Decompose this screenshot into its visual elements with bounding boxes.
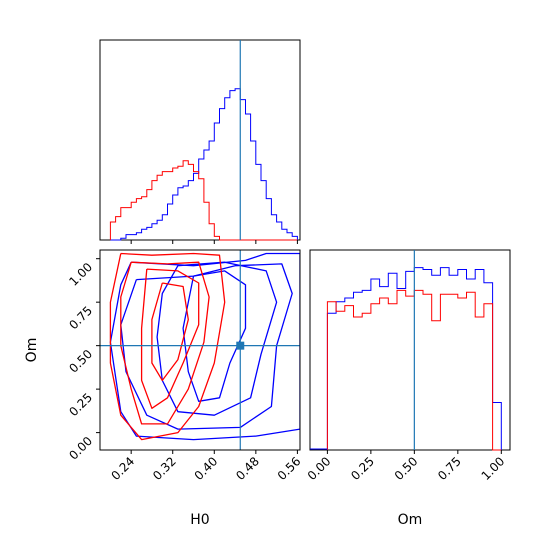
om-marginal-panel: 0.00 0.25 0.50 0.75 1.00 Om (305, 249, 511, 528)
contour-level-8 (151, 282, 189, 382)
h0-tick-label: 0.24 (108, 454, 137, 483)
om-marginal-frame (309, 249, 511, 451)
h0-tick-label: 0.32 (150, 454, 179, 483)
om-tick-label: 0.75 (66, 303, 95, 332)
h0-marginal-ticks (130, 240, 298, 244)
contour-lines (109, 252, 300, 441)
om-tick-group: 0.00 0.25 0.50 0.75 1.00 (66, 258, 100, 463)
om-tick-label: 0.00 (66, 434, 95, 463)
h0-om-contour-panel: 0.24 0.32 0.40 0.48 0.56 0.00 0.25 0.50 0.75 1.0… (24, 249, 304, 528)
om-marginal-tick-label: 0.50 (392, 454, 421, 483)
om-marginal-series (310, 267, 502, 451)
contour-level-1 (109, 252, 300, 441)
h0-tick-label: 0.48 (233, 454, 262, 483)
om-hist-series-2 (326, 289, 502, 451)
om-marginal-ticks: 0.00 0.25 0.50 0.75 1.00 (305, 450, 508, 483)
h0-marginal-series (109, 88, 298, 241)
om-marginal-tick-label: 0.00 (305, 454, 334, 483)
h0-tick-label: 0.56 (275, 454, 304, 483)
om-tick-label: 0.25 (66, 390, 95, 419)
om-marginal-tick-label: 1.00 (479, 454, 508, 483)
contour-level-5 (109, 252, 226, 441)
om-marginal-tick-label: 0.75 (435, 454, 464, 483)
h0-marginal-frame (99, 39, 301, 241)
x-axis-label-om: Om (398, 512, 423, 528)
contour-level-2 (120, 263, 293, 430)
x-axis-label-h0: H0 (190, 512, 209, 528)
h0-hist-series-2 (109, 160, 298, 241)
h0-hist-series-1 (110, 88, 298, 241)
h0-tick-group: 0.24 0.32 0.40 0.48 0.56 (108, 450, 304, 483)
contour-level-3 (156, 261, 278, 416)
truth-marker (236, 341, 245, 350)
om-tick-label: 0.50 (66, 347, 95, 376)
h0-tick-label: 0.40 (192, 454, 221, 483)
contour-frame (99, 249, 301, 451)
contour-level-6 (120, 261, 210, 425)
h0-marginal-panel (99, 39, 301, 244)
contour-level-4 (182, 270, 247, 402)
y-axis-label-om: Om (24, 338, 40, 363)
contour-level-7 (140, 268, 200, 409)
om-marginal-tick-label: 0.25 (348, 454, 377, 483)
om-tick-label: 1.00 (66, 260, 95, 289)
